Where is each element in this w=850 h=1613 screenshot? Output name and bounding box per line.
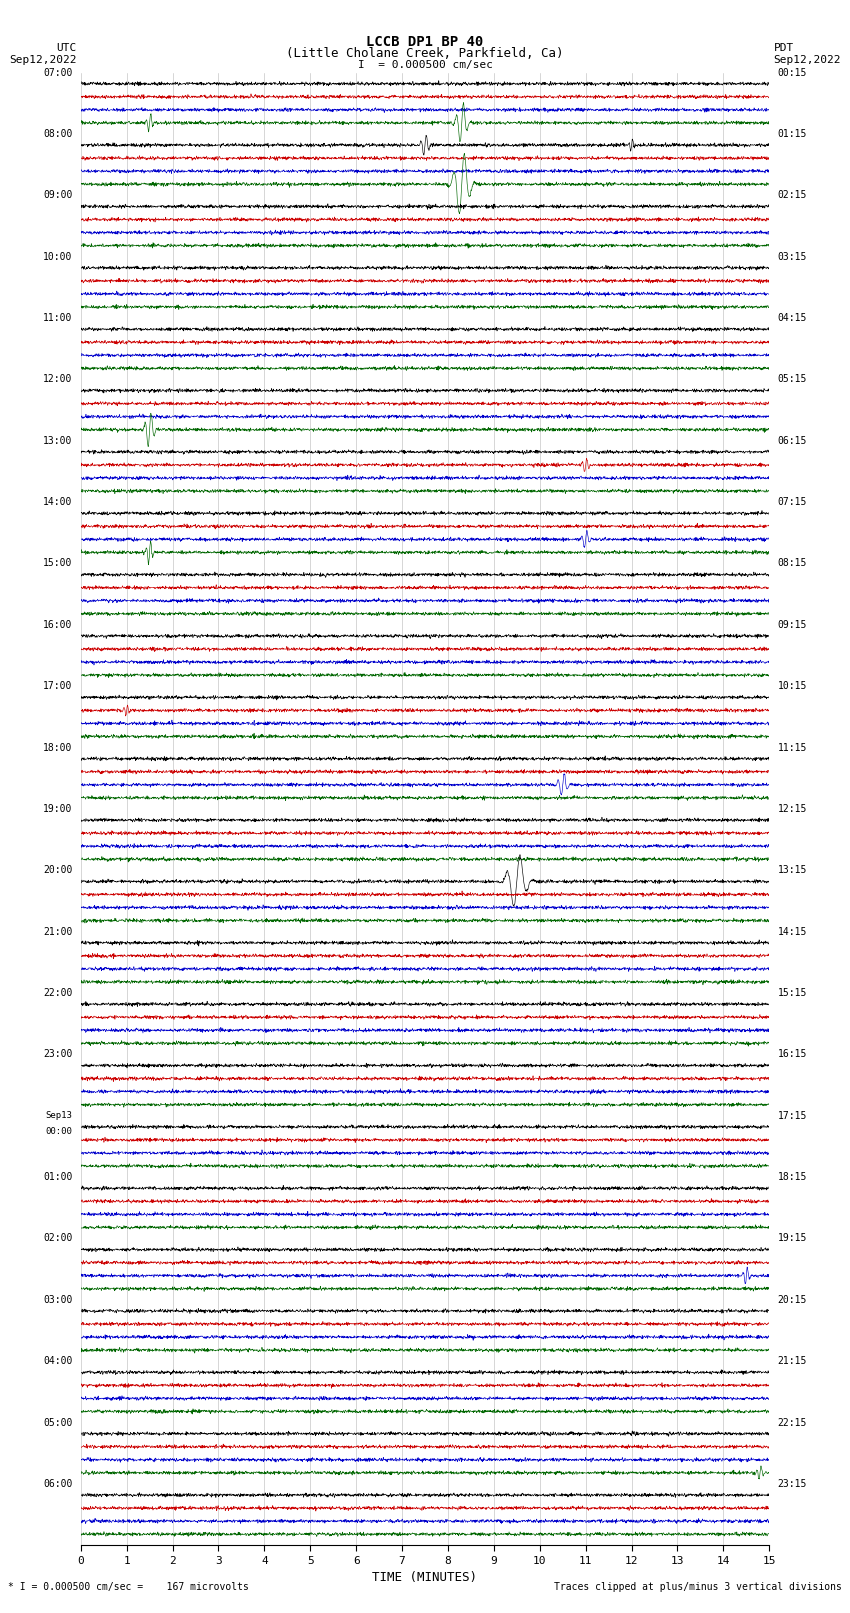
Text: 22:15: 22:15 xyxy=(778,1418,807,1428)
Text: 20:00: 20:00 xyxy=(43,865,72,876)
Text: 05:15: 05:15 xyxy=(778,374,807,384)
Text: Sep13: Sep13 xyxy=(46,1111,72,1119)
Text: PDT: PDT xyxy=(774,44,794,53)
Text: 20:15: 20:15 xyxy=(778,1295,807,1305)
Text: Traces clipped at plus/minus 3 vertical divisions: Traces clipped at plus/minus 3 vertical … xyxy=(553,1582,842,1592)
Text: 23:00: 23:00 xyxy=(43,1050,72,1060)
Text: LCCB DP1 BP 40: LCCB DP1 BP 40 xyxy=(366,35,484,50)
Text: 17:00: 17:00 xyxy=(43,681,72,692)
Text: 02:00: 02:00 xyxy=(43,1234,72,1244)
Text: 23:15: 23:15 xyxy=(778,1479,807,1489)
Text: Sep12,2022: Sep12,2022 xyxy=(9,55,76,65)
Text: 18:00: 18:00 xyxy=(43,742,72,753)
Text: 21:15: 21:15 xyxy=(778,1357,807,1366)
Text: 22:00: 22:00 xyxy=(43,989,72,998)
Text: 16:00: 16:00 xyxy=(43,619,72,629)
Text: 10:15: 10:15 xyxy=(778,681,807,692)
Text: 11:15: 11:15 xyxy=(778,742,807,753)
Text: 17:15: 17:15 xyxy=(778,1111,807,1121)
Text: 15:15: 15:15 xyxy=(778,989,807,998)
Text: 14:15: 14:15 xyxy=(778,926,807,937)
Text: 09:00: 09:00 xyxy=(43,190,72,200)
Text: 19:00: 19:00 xyxy=(43,803,72,815)
Text: 14:00: 14:00 xyxy=(43,497,72,506)
Text: 04:15: 04:15 xyxy=(778,313,807,323)
Text: 01:00: 01:00 xyxy=(43,1173,72,1182)
Text: 13:15: 13:15 xyxy=(778,865,807,876)
Text: 03:00: 03:00 xyxy=(43,1295,72,1305)
Text: 11:00: 11:00 xyxy=(43,313,72,323)
Text: 02:15: 02:15 xyxy=(778,190,807,200)
Text: 04:00: 04:00 xyxy=(43,1357,72,1366)
Text: (Little Cholane Creek, Parkfield, Ca): (Little Cholane Creek, Parkfield, Ca) xyxy=(286,47,564,60)
Text: 09:15: 09:15 xyxy=(778,619,807,629)
Text: 19:15: 19:15 xyxy=(778,1234,807,1244)
X-axis label: TIME (MINUTES): TIME (MINUTES) xyxy=(372,1571,478,1584)
Text: 08:15: 08:15 xyxy=(778,558,807,568)
Text: I  = 0.000500 cm/sec: I = 0.000500 cm/sec xyxy=(358,60,492,69)
Text: 13:00: 13:00 xyxy=(43,436,72,445)
Text: 12:15: 12:15 xyxy=(778,803,807,815)
Text: 16:15: 16:15 xyxy=(778,1050,807,1060)
Text: 07:00: 07:00 xyxy=(43,68,72,77)
Text: 05:00: 05:00 xyxy=(43,1418,72,1428)
Text: 01:15: 01:15 xyxy=(778,129,807,139)
Text: 00:15: 00:15 xyxy=(778,68,807,77)
Text: 10:00: 10:00 xyxy=(43,252,72,261)
Text: 18:15: 18:15 xyxy=(778,1173,807,1182)
Text: 07:15: 07:15 xyxy=(778,497,807,506)
Text: 06:00: 06:00 xyxy=(43,1479,72,1489)
Text: 21:00: 21:00 xyxy=(43,926,72,937)
Text: 08:00: 08:00 xyxy=(43,129,72,139)
Text: 15:00: 15:00 xyxy=(43,558,72,568)
Text: 00:00: 00:00 xyxy=(46,1126,72,1136)
Text: 12:00: 12:00 xyxy=(43,374,72,384)
Text: 06:15: 06:15 xyxy=(778,436,807,445)
Text: * I = 0.000500 cm/sec =    167 microvolts: * I = 0.000500 cm/sec = 167 microvolts xyxy=(8,1582,249,1592)
Text: UTC: UTC xyxy=(56,44,76,53)
Text: 03:15: 03:15 xyxy=(778,252,807,261)
Text: Sep12,2022: Sep12,2022 xyxy=(774,55,841,65)
